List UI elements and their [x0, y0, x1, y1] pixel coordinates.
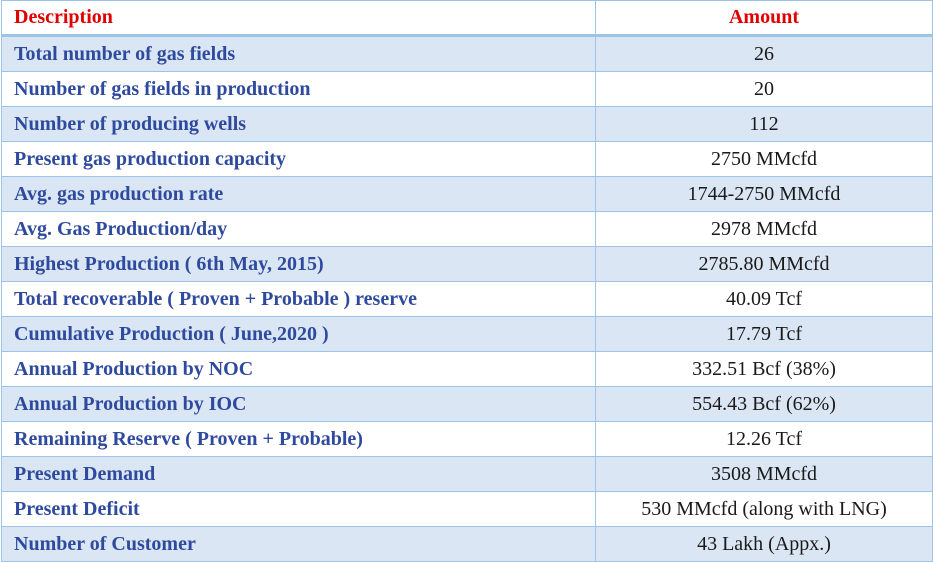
table-row: Total number of gas fields 26: [1, 35, 933, 72]
table-row: Number of producing wells 112: [1, 106, 933, 142]
table-row: Present Deficit 530 MMcfd (along with LNG…: [1, 491, 933, 527]
row-amount: 554.43 Bcf (62%): [595, 386, 933, 422]
row-amount: 2785.80 MMcfd: [595, 246, 933, 282]
row-amount: 17.79 Tcf: [595, 316, 933, 352]
row-description: Total number of gas fields: [1, 35, 596, 72]
row-description: Present gas production capacity: [1, 141, 596, 177]
table-row: Annual Production by NOC 332.51 Bcf (38%): [1, 351, 933, 387]
row-amount: 43 Lakh (Appx.): [595, 526, 933, 562]
row-description: Total recoverable ( Proven + Probable ) …: [1, 281, 596, 317]
table-row: Annual Production by IOC 554.43 Bcf (62%): [1, 386, 933, 422]
table-row: Present Demand 3508 MMcfd: [1, 456, 933, 492]
amount-column-header: Amount: [595, 0, 933, 37]
row-description: Number of gas fields in production: [1, 71, 596, 107]
table-row: Avg. gas production rate 1744-2750 MMcfd: [1, 176, 933, 212]
row-description: Number of producing wells: [1, 106, 596, 142]
table-row: Total recoverable ( Proven + Probable ) …: [1, 281, 933, 317]
row-amount: 530 MMcfd (along with LNG): [595, 491, 933, 527]
row-description: Annual Production by NOC: [1, 351, 596, 387]
row-amount: 1744-2750 MMcfd: [595, 176, 933, 212]
row-description: Highest Production ( 6th May, 2015): [1, 246, 596, 282]
table-row: Avg. Gas Production/day 2978 MMcfd: [1, 211, 933, 247]
table-row: Present gas production capacity 2750 MMcf…: [1, 141, 933, 177]
row-amount: 112: [595, 106, 933, 142]
row-description: Cumulative Production ( June,2020 ): [1, 316, 596, 352]
description-column-header: Description: [1, 0, 596, 37]
row-description: Avg. Gas Production/day: [1, 211, 596, 247]
row-amount: 2750 MMcfd: [595, 141, 933, 177]
row-amount: 3508 MMcfd: [595, 456, 933, 492]
row-amount: 12.26 Tcf: [595, 421, 933, 457]
table-body: Total number of gas fields 26 Number of ga…: [1, 35, 933, 562]
table-row: Highest Production ( 6th May, 2015) 2785.…: [1, 246, 933, 282]
row-amount: 20: [595, 71, 933, 107]
table-row: Number of gas fields in production 20: [1, 71, 933, 107]
row-description: Remaining Reserve ( Proven + Probable): [1, 421, 596, 457]
row-amount: 26: [595, 35, 933, 72]
table-row: Cumulative Production ( June,2020 ) 17.79…: [1, 316, 933, 352]
table-header-row: Description Amount: [1, 0, 933, 37]
row-description: Number of Customer: [1, 526, 596, 562]
table-row: Number of Customer 43 Lakh (Appx.): [1, 526, 933, 562]
table-row: Remaining Reserve ( Proven + Probable) 12…: [1, 421, 933, 457]
row-description: Present Demand: [1, 456, 596, 492]
row-amount: 332.51 Bcf (38%): [595, 351, 933, 387]
row-description: Avg. gas production rate: [1, 176, 596, 212]
row-amount: 2978 MMcfd: [595, 211, 933, 247]
row-description: Present Deficit: [1, 491, 596, 527]
row-amount: 40.09 Tcf: [595, 281, 933, 317]
row-description: Annual Production by IOC: [1, 386, 596, 422]
